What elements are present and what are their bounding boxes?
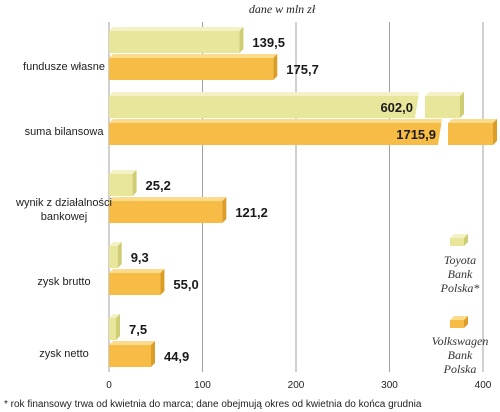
bar-side-face (460, 92, 464, 118)
bar-side-face (239, 27, 244, 53)
bar-side-face (117, 242, 122, 268)
bar-top-face (109, 119, 446, 123)
category-label: wynik z działalności (15, 197, 112, 209)
x-tick-label: 200 (288, 380, 305, 391)
legend-label: Polska (443, 362, 477, 376)
legend-label: Polska* (440, 281, 480, 295)
bar-front-face (109, 123, 442, 145)
category-label: bankowej (41, 211, 87, 223)
category-label: zysk netto (39, 348, 89, 360)
bar-toyota (109, 314, 121, 340)
bar-front-face (109, 174, 133, 196)
bar-break-gap (415, 92, 426, 118)
bar-toyota (109, 92, 423, 118)
bar-side-face (116, 314, 121, 340)
bar-top-face (448, 119, 497, 123)
bar-top-face (109, 197, 227, 201)
bar-front-face (109, 345, 151, 367)
category-label: zysk brutto (37, 276, 90, 288)
bar-break-gap (438, 119, 449, 145)
bar-side-face (160, 269, 165, 295)
bar-toyota (425, 92, 464, 118)
bar-front-face (425, 96, 460, 118)
x-tick-label: 0 (106, 380, 112, 391)
swatch-side (464, 234, 468, 246)
value-label: 7,5 (129, 322, 147, 337)
bar-side-face (150, 341, 155, 367)
bar-volkswagen (109, 269, 165, 295)
bar-volkswagen (109, 197, 227, 223)
bar-volkswagen (448, 119, 497, 145)
legend-label: Bank (448, 348, 473, 362)
bar-side-face (493, 119, 497, 145)
bar-top-face (109, 170, 137, 174)
bar-top-face (109, 92, 423, 96)
category-label: suma bilansowa (25, 126, 105, 138)
swatch-side (464, 316, 468, 328)
bar-top-face (109, 242, 122, 246)
bar-front-face (448, 123, 493, 145)
bar-top-face (109, 269, 165, 273)
bar-top-face (109, 27, 244, 31)
bar-top-face (109, 341, 155, 345)
value-label: 139,5 (252, 35, 285, 50)
bar-volkswagen (109, 119, 446, 145)
x-tick-label: 400 (475, 380, 492, 391)
bar-side-face (222, 197, 227, 223)
bar-front-face (109, 246, 118, 268)
value-label: 25,2 (146, 178, 171, 193)
legend-label: Bank (448, 267, 473, 281)
bar-side-face (273, 54, 278, 80)
bar-volkswagen (109, 341, 155, 367)
bar-front-face (109, 273, 161, 295)
swatch-front (450, 238, 464, 246)
x-tick-label: 100 (194, 380, 211, 391)
value-label: 1715,9 (396, 127, 436, 142)
swatch-front (450, 320, 464, 328)
bar-top-face (425, 92, 464, 96)
legend-label: Toyota (444, 253, 476, 267)
swatch-top (450, 316, 468, 320)
category-label: fundusze własne (23, 61, 105, 73)
footnote: * rok finansowy trwa od kwietnia do marc… (4, 399, 422, 410)
x-tick-label: 300 (381, 380, 398, 391)
bar-toyota (109, 27, 244, 53)
value-label: 44,9 (164, 349, 189, 364)
bar-side-face (132, 170, 137, 196)
value-label: 602,0 (380, 100, 413, 115)
bar-front-face (109, 201, 223, 223)
bar-top-face (109, 314, 121, 318)
value-label: 9,3 (131, 250, 149, 265)
legend-swatch-volkswagen (450, 316, 468, 328)
bar-volkswagen (109, 54, 278, 80)
value-label: 175,7 (286, 62, 319, 77)
unit-label: dane w mln zł (249, 2, 316, 16)
bar-front-face (109, 58, 274, 80)
grid-lines (108, 22, 484, 372)
bar-toyota (109, 170, 137, 196)
bar-front-face (109, 96, 419, 118)
legend-label: Volkswagen (432, 334, 489, 348)
bar-front-face (109, 31, 240, 53)
legend-swatch-toyota (450, 234, 468, 246)
swatch-top (450, 234, 468, 238)
bar-front-face (109, 318, 117, 340)
bars (109, 27, 497, 367)
value-label: 121,2 (235, 205, 268, 220)
value-label: 55,0 (173, 277, 198, 292)
bar-top-face (109, 54, 278, 58)
bar-toyota (109, 242, 122, 268)
